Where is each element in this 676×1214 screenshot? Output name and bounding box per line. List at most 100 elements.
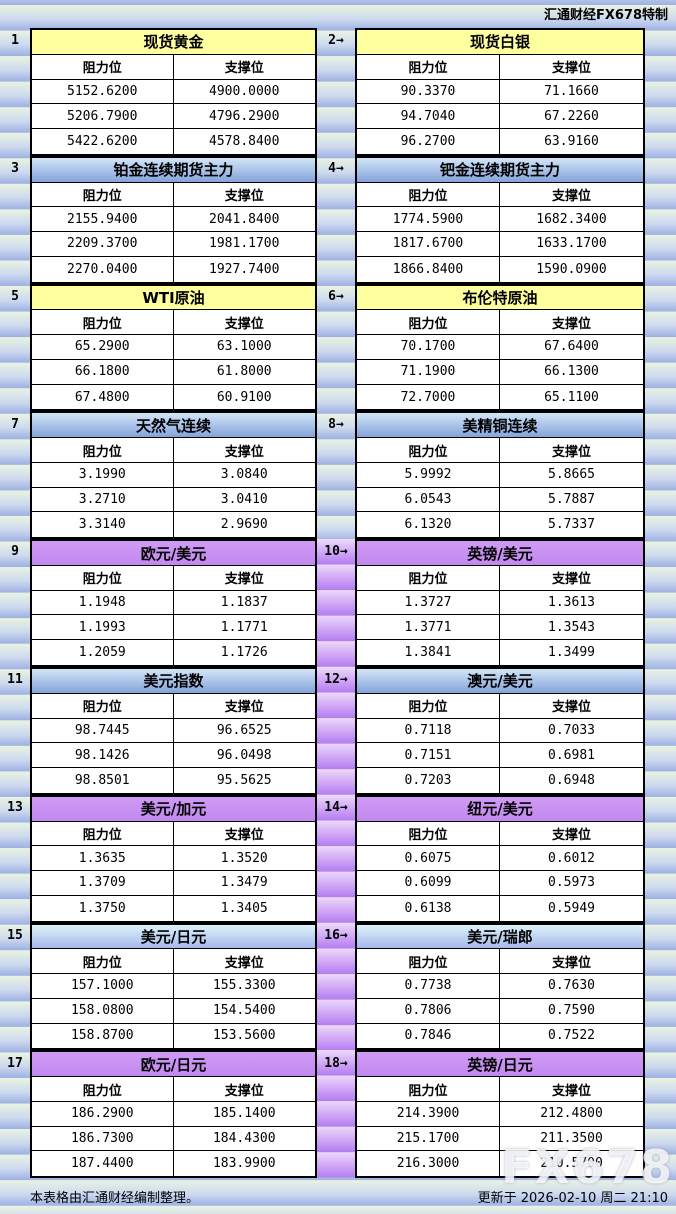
resistance-value: 215.1700 (357, 1126, 500, 1151)
left-number-column: 9 (0, 539, 30, 667)
left-number-column: 13 (0, 795, 30, 923)
level-row: 3.3140 2.9690 (32, 512, 315, 538)
table-number-arrow: 18→ (324, 1055, 348, 1071)
levels-table: 布伦特原油 阻力位 支撑位 70.1700 67.6400 71.1900 66… (355, 283, 645, 412)
support-value: 1927.7400 (209, 261, 280, 277)
column-header-row: 阻力位 支撑位 (32, 438, 315, 463)
resistance-column-header: 阻力位 (357, 949, 500, 974)
table-number: 17 (7, 1055, 23, 1071)
block-row: 11 美元指数 阻力位 支撑位 98.7445 96.6525 98.1426 … (0, 666, 676, 795)
block-row: 17 欧元/日元 阻力位 支撑位 186.2900 185.1400 186.7… (0, 1050, 676, 1179)
support-value: 60.9100 (216, 389, 272, 405)
level-row: 158.8700 153.5600 (32, 1023, 315, 1049)
support-column-header: 支撑位 (551, 61, 591, 77)
level-row: 65.2900 63.1000 (32, 335, 315, 360)
support-value: 1.3405 (220, 900, 268, 916)
support-value: 96.6525 (216, 722, 272, 738)
support-column-header: 支撑位 (224, 955, 264, 971)
column-header-row: 阻力位 支撑位 (32, 182, 315, 208)
levels-table: 美元/加元 阻力位 支撑位 1.3635 1.3520 1.3709 1.347… (30, 794, 317, 923)
resistance-column-header: 阻力位 (357, 182, 500, 207)
resistance-column-header: 阻力位 (357, 310, 500, 335)
level-row: 1.3750 1.3405 (32, 895, 315, 921)
level-row: 1817.6700 1633.1700 (357, 232, 643, 257)
level-row: 1774.5900 1682.3400 (357, 207, 643, 233)
support-value: 0.6981 (548, 747, 595, 763)
instrument-title: 欧元/日元 (32, 1052, 315, 1078)
resistance-value: 6.0543 (357, 487, 500, 512)
support-value: 66.1300 (544, 364, 599, 380)
resistance-value: 2155.9400 (32, 207, 174, 232)
levels-table: 美精铜连续 阻力位 支撑位 5.9992 5.8665 6.0543 5.788… (355, 411, 645, 540)
support-value: 3.0410 (220, 492, 268, 508)
resistance-value: 72.7000 (357, 384, 500, 410)
level-row: 186.7300 184.4300 (32, 1126, 315, 1152)
levels-table: 英镑/美元 阻力位 支撑位 1.3727 1.3613 1.3771 1.354… (355, 539, 645, 667)
level-row: 67.4800 60.9100 (32, 384, 315, 410)
instrument-title: 欧元/美元 (32, 541, 315, 566)
column-header-row: 阻力位 支撑位 (357, 821, 643, 847)
column-header-row: 阻力位 支撑位 (32, 1077, 315, 1102)
support-value: 0.7630 (548, 978, 595, 994)
resistance-value: 3.2710 (32, 487, 174, 512)
spacer-column: 2→ (317, 28, 355, 156)
right-margin (645, 284, 676, 412)
instrument-title: WTI原油 (32, 285, 315, 311)
resistance-column-header: 阻力位 (32, 693, 174, 718)
level-row: 0.7806 0.7590 (357, 998, 643, 1024)
resistance-value: 214.3900 (357, 1101, 500, 1126)
resistance-value: 3.3140 (32, 512, 174, 538)
support-column-header: 支撑位 (224, 700, 264, 716)
support-value: 5.7337 (548, 517, 595, 533)
level-row: 98.7445 96.6525 (32, 718, 315, 744)
level-row: 2270.0400 1927.7400 (32, 256, 315, 282)
block-row: 13 美元/加元 阻力位 支撑位 1.3635 1.3520 1.3709 1.… (0, 794, 676, 923)
level-row: 1866.8400 1590.0900 (357, 256, 643, 282)
support-value: 5.8665 (548, 467, 595, 483)
levels-table: 欧元/美元 阻力位 支撑位 1.1948 1.1837 1.1993 1.177… (30, 539, 317, 667)
instrument-title: 美元/瑞郎 (357, 924, 643, 950)
support-value: 0.5949 (548, 900, 595, 916)
resistance-value: 6.1320 (357, 512, 500, 538)
resistance-value: 2209.3700 (32, 232, 174, 256)
support-column-header: 支撑位 (551, 572, 591, 588)
level-row: 215.1700 211.3500 (357, 1126, 643, 1152)
block-row: 7 天然气连续 阻力位 支撑位 3.1990 3.0840 3.2710 3.0… (0, 411, 676, 540)
support-value: 1.1837 (220, 595, 268, 611)
level-row: 66.1800 61.8000 (32, 359, 315, 385)
resistance-value: 5422.6200 (32, 129, 174, 154)
spacer-column: 6→ (317, 284, 355, 412)
resistance-value: 1.3727 (357, 590, 500, 615)
level-row: 186.2900 185.1400 (32, 1101, 315, 1127)
resistance-value: 1.1993 (32, 615, 174, 640)
levels-table: 欧元/日元 阻力位 支撑位 186.2900 185.1400 186.7300… (30, 1050, 317, 1179)
resistance-column-header: 阻力位 (32, 182, 174, 207)
right-margin (645, 539, 676, 667)
table-number: 5 (11, 288, 19, 304)
support-value: 1.3543 (548, 619, 595, 635)
right-margin (645, 1050, 676, 1178)
resistance-value: 186.7300 (32, 1126, 174, 1151)
resistance-value: 98.1426 (32, 743, 174, 768)
level-row: 5.9992 5.8665 (357, 462, 643, 488)
instrument-title: 天然气连续 (32, 413, 315, 439)
support-value: 1633.1700 (536, 236, 607, 252)
support-column-header: 支撑位 (551, 188, 591, 204)
block-row: 5 WTI原油 阻力位 支撑位 65.2900 63.1000 66.1800 … (0, 283, 676, 412)
column-header-row: 阻力位 支撑位 (357, 438, 643, 463)
support-value: 1.3520 (220, 850, 268, 866)
block-row: 9 欧元/美元 阻力位 支撑位 1.1948 1.1837 1.1993 1.1… (0, 539, 676, 667)
right-margin (645, 156, 676, 284)
support-value: 0.6948 (548, 772, 595, 788)
left-number-column: 15 (0, 923, 30, 1051)
column-header-row: 阻力位 支撑位 (357, 182, 643, 208)
spacer-column: 8→ (317, 411, 355, 539)
support-value: 4900.0000 (209, 83, 280, 99)
support-value: 184.4300 (212, 1131, 276, 1147)
brand-label: 汇通财经FX678特制 (543, 8, 668, 23)
instrument-title: 澳元/美元 (357, 668, 643, 694)
level-row: 6.0543 5.7887 (357, 487, 643, 513)
level-row: 1.1993 1.1771 (32, 615, 315, 641)
table-number-arrow: 6→ (328, 288, 344, 304)
footer-updated-timestamp: 更新于 2026-02-10 周二 21:10 (477, 1191, 668, 1206)
